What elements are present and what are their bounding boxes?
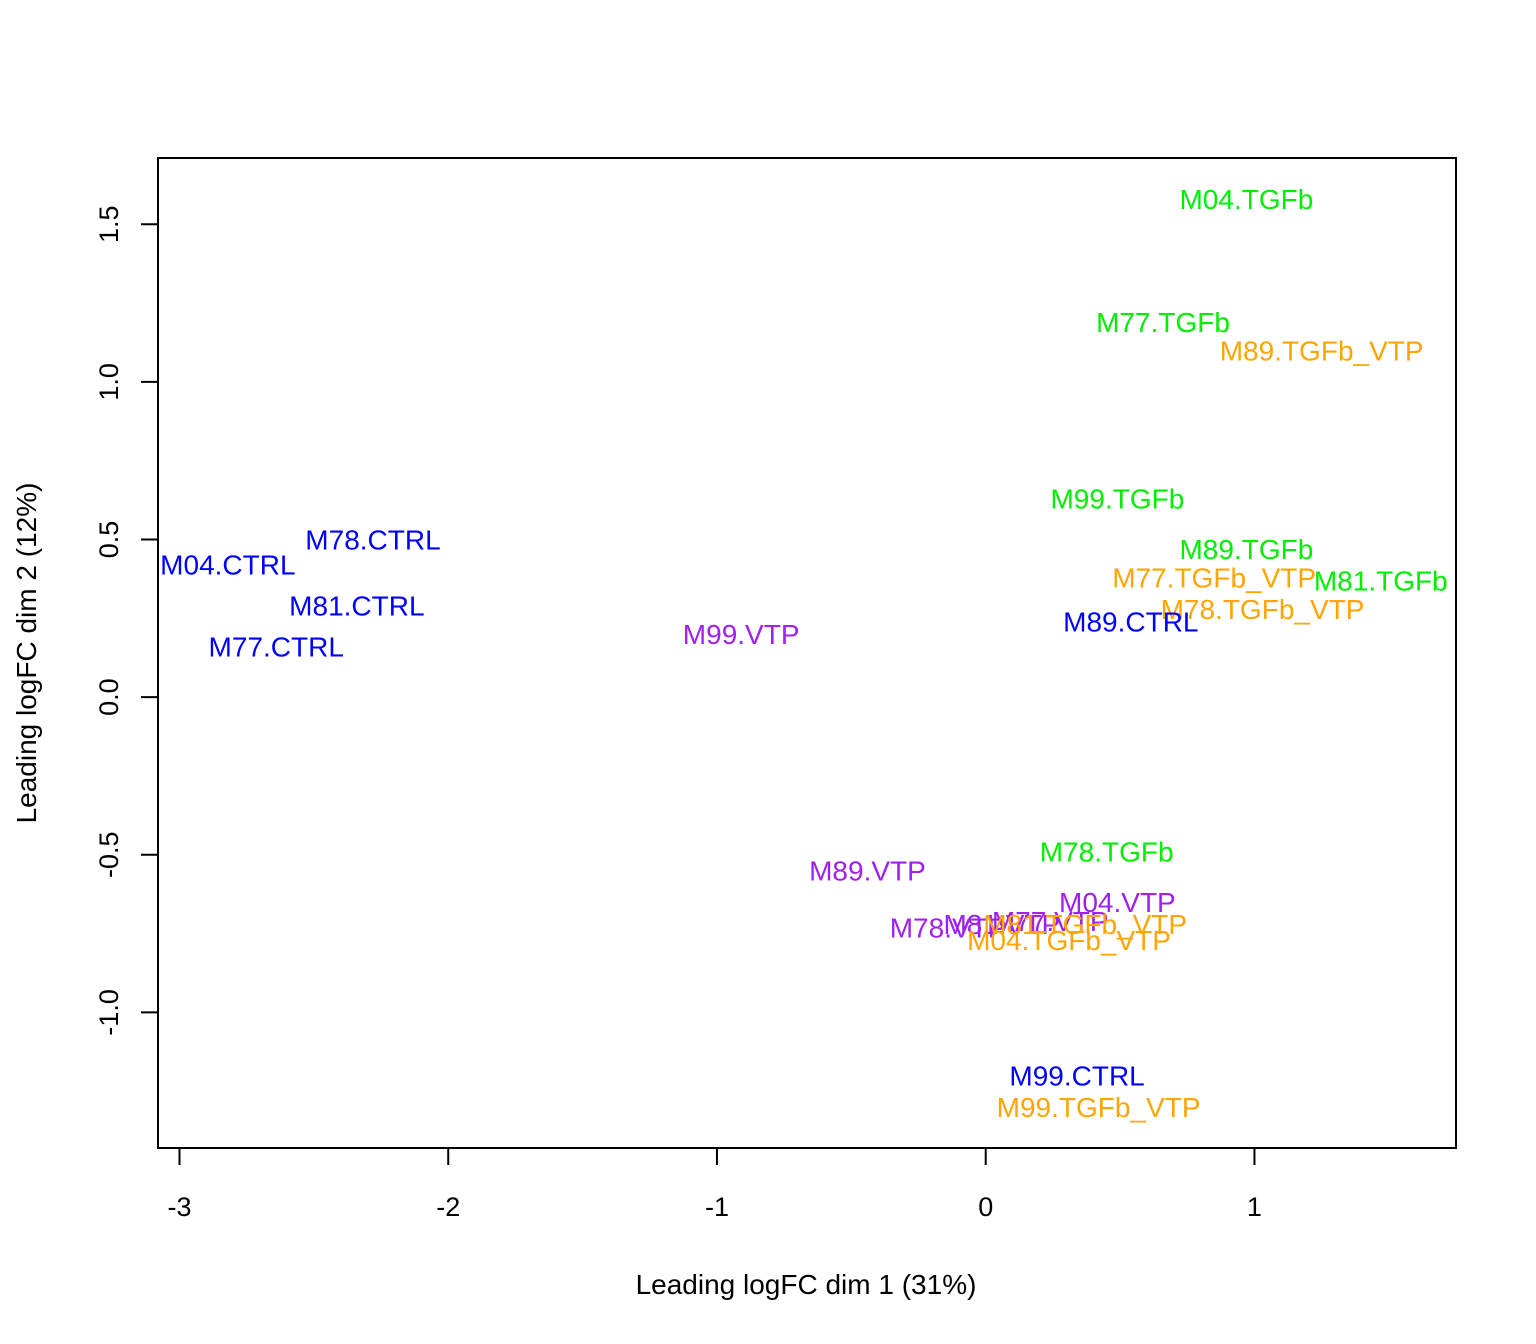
y-axis: -1.0 -0.5 0.0 0.5 1.0 1.5 bbox=[94, 205, 159, 1036]
x-tick-label: -3 bbox=[167, 1192, 191, 1222]
point-label-m78-tgfb-vtp: M78.TGFb_VTP bbox=[1161, 594, 1365, 625]
x-tick-label: 0 bbox=[978, 1192, 993, 1222]
point-label-m89-tgfb: M89.TGFb bbox=[1179, 534, 1313, 565]
plot-area-frame bbox=[157, 157, 1457, 1149]
point-label-m81-tgfb-vtp: M81.TGFb_VTP bbox=[983, 909, 1187, 940]
x-axis: -3 -2 -1 0 1 bbox=[167, 1147, 1262, 1222]
point-label-m81-ctrl: M81.CTRL bbox=[289, 591, 424, 622]
point-label-m04-vtp: M04.VTP bbox=[1059, 887, 1176, 918]
point-label-m78-vtp: M78.VTP bbox=[890, 912, 1007, 943]
x-axis-title: Leading logFC dim 1 (31%) bbox=[636, 1269, 977, 1300]
point-label-m78-tgfb: M78.TGFb bbox=[1040, 837, 1174, 868]
point-label-m89-ctrl: M89.CTRL bbox=[1063, 606, 1198, 637]
point-label-m89-vtp: M89.VTP bbox=[809, 856, 926, 887]
point-label-m04-tgfb-vtp: M04.TGFb_VTP bbox=[967, 925, 1171, 956]
point-label-m99-vtp: M99.VTP bbox=[683, 619, 800, 650]
y-tick-label: 0.0 bbox=[94, 678, 124, 716]
y-tick-label: -1.0 bbox=[94, 989, 124, 1036]
point-label-m89-tgfb-vtp: M89.TGFb_VTP bbox=[1220, 335, 1424, 366]
point-label-m99-tgfb-vtp: M99.TGFb_VTP bbox=[997, 1092, 1201, 1123]
point-label-m77-tgfb: M77.TGFb bbox=[1096, 307, 1230, 338]
y-tick-label: 1.5 bbox=[94, 205, 124, 243]
point-label-m77-ctrl: M77.CTRL bbox=[209, 632, 344, 663]
point-label-m77-tgfb-vtp: M77.TGFb_VTP bbox=[1112, 562, 1316, 593]
x-tick-label: -2 bbox=[436, 1192, 460, 1222]
point-label-m04-ctrl: M04.CTRL bbox=[160, 550, 295, 581]
point-label-m81-tgfb: M81.TGFb bbox=[1314, 565, 1448, 596]
point-label-m78-ctrl: M78.CTRL bbox=[305, 524, 440, 555]
y-tick-label: 1.0 bbox=[94, 363, 124, 401]
x-tick-label: 1 bbox=[1247, 1192, 1262, 1222]
point-label-m77-vtp: M77.VTP bbox=[992, 906, 1109, 937]
point-label-m04-tgfb: M04.TGFb bbox=[1179, 184, 1313, 215]
point-label-m99-ctrl: M99.CTRL bbox=[1009, 1060, 1144, 1091]
x-tick-label: -1 bbox=[705, 1192, 729, 1222]
y-axis-title: Leading logFC dim 2 (12%) bbox=[11, 483, 42, 824]
point-label-m99-tgfb: M99.TGFb bbox=[1050, 484, 1184, 515]
y-tick-label: 0.5 bbox=[94, 521, 124, 559]
point-label-m81-vtp: M81.VTP bbox=[943, 909, 1060, 940]
y-tick-label: -0.5 bbox=[94, 832, 124, 879]
